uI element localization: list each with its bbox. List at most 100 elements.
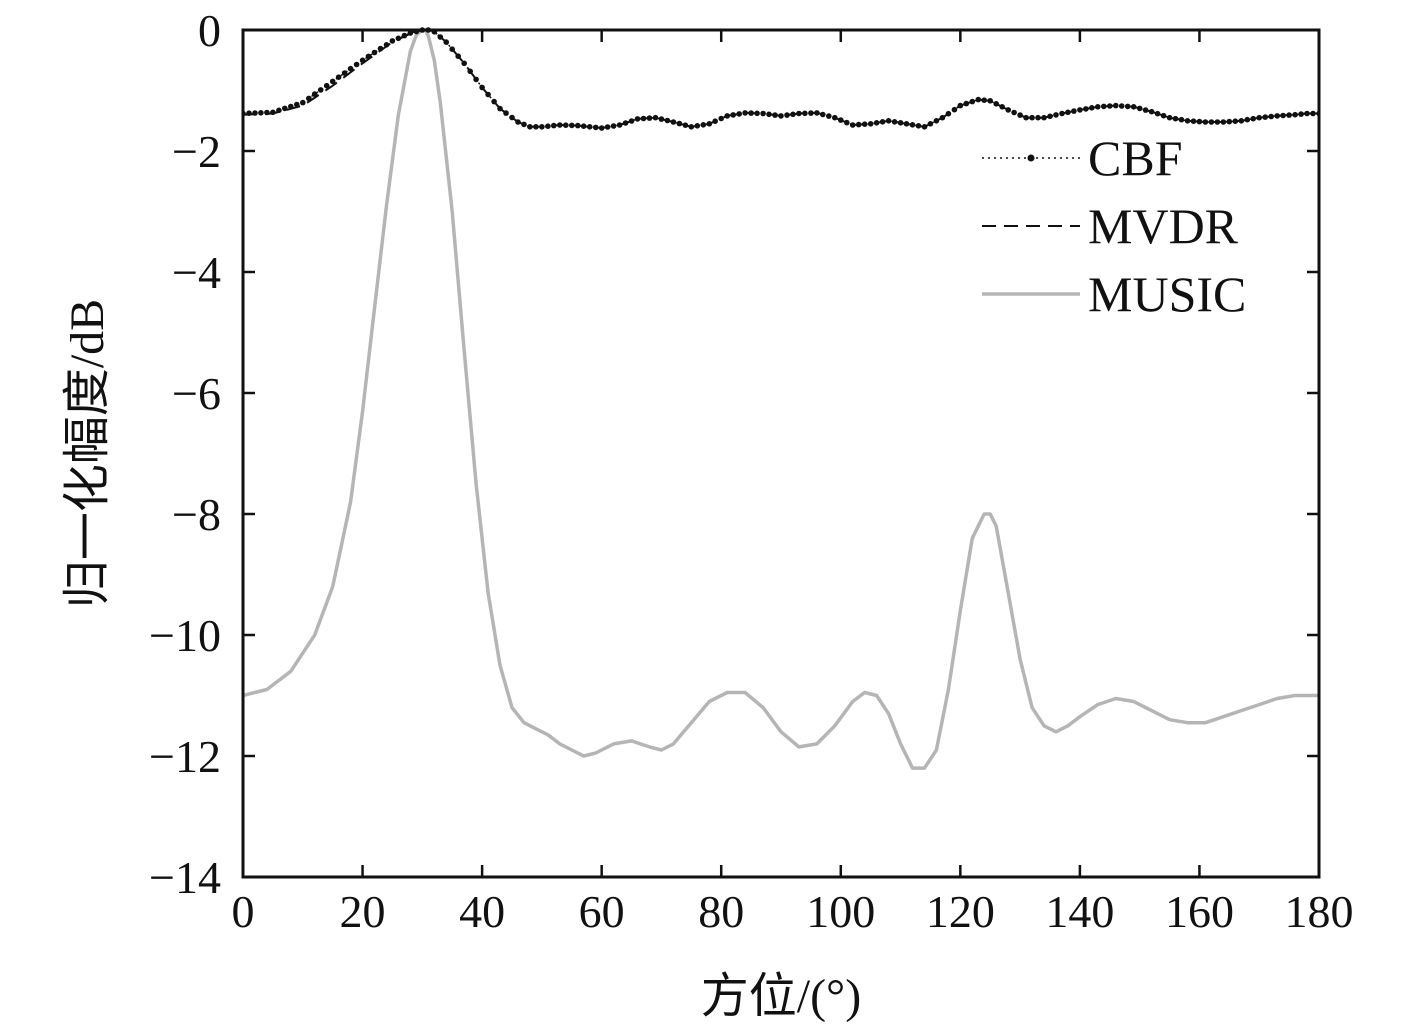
cbf-marker	[521, 121, 527, 128]
cbf-marker	[1136, 105, 1143, 112]
cbf-marker	[551, 122, 557, 129]
cbf-marker	[718, 115, 724, 122]
cbf-marker	[1035, 114, 1041, 121]
cbf-marker	[1011, 109, 1017, 116]
y-tick-label: −6	[172, 368, 221, 419]
cbf-marker	[300, 99, 306, 106]
cbf-marker	[873, 120, 880, 126]
cbf-marker	[1250, 115, 1256, 122]
cbf-marker	[1113, 102, 1119, 109]
plot-area-frame	[241, 28, 1321, 879]
cbf-marker	[969, 98, 976, 105]
y-axis-tick-labels: 0 −2 −4 −6 −8 −10 −12 −14	[149, 5, 221, 903]
cbf-marker	[479, 84, 485, 91]
cbf-marker	[329, 78, 336, 85]
cbf-marker	[1256, 114, 1262, 121]
cbf-marker	[580, 123, 587, 129]
cbf-marker	[1286, 112, 1292, 118]
cbf-marker	[634, 116, 641, 122]
cbf-marker	[1304, 110, 1310, 117]
cbf-marker	[730, 112, 736, 118]
cbf-marker	[1083, 106, 1089, 112]
cbf-marker	[993, 101, 999, 107]
cbf-marker	[282, 105, 288, 112]
cbf-marker	[1238, 118, 1245, 124]
cbf-marker	[1214, 119, 1221, 125]
x-tick-label: 140	[1045, 886, 1114, 937]
cbf-marker	[1071, 108, 1077, 114]
cbf-marker	[353, 61, 360, 68]
cbf-marker	[1310, 110, 1316, 117]
cbf-marker	[323, 82, 330, 89]
cbf-marker	[820, 111, 826, 118]
cbf-marker	[1262, 114, 1268, 120]
cbf-marker	[1089, 105, 1095, 111]
series-line-cbf	[243, 29, 1319, 129]
cbf-marker	[670, 119, 677, 125]
cbf-marker	[533, 124, 539, 130]
cbf-marker	[891, 119, 898, 125]
y-tick-label: 0	[198, 5, 221, 56]
cbf-marker	[1190, 118, 1197, 124]
x-tick-label: 20	[340, 886, 386, 937]
cbf-marker	[467, 68, 474, 75]
cbf-marker	[652, 114, 659, 121]
cbf-marker	[1005, 107, 1011, 113]
legend-label: MUSIC	[1088, 266, 1246, 322]
cbf-marker	[515, 119, 521, 125]
cbf-marker	[838, 117, 844, 123]
cbf-marker	[897, 120, 904, 126]
cbf-marker	[802, 110, 808, 117]
x-tick-label: 80	[698, 886, 744, 937]
y-tick-label: −8	[172, 489, 221, 540]
cbf-marker	[712, 118, 718, 124]
x-tick-label: 120	[926, 886, 995, 937]
y-tick-label: −2	[172, 126, 221, 177]
x-tick-label: 160	[1165, 886, 1234, 937]
cbf-marker	[646, 115, 653, 121]
cbf-marker	[598, 125, 605, 131]
cbf-marker	[485, 91, 491, 98]
cbf-marker	[604, 124, 611, 130]
cbf-marker	[736, 111, 742, 117]
cbf-marker	[1160, 112, 1167, 119]
cbf-marker	[258, 110, 264, 116]
cbf-marker	[1023, 114, 1029, 121]
x-tick-label: 60	[579, 886, 625, 937]
series-markers-cbf	[243, 27, 1319, 131]
legend-marker	[1027, 154, 1035, 162]
cbf-marker	[317, 87, 324, 93]
cbf-marker	[1154, 110, 1161, 117]
cbf-marker	[527, 124, 533, 130]
cbf-marker	[311, 91, 318, 97]
cbf-marker	[1041, 114, 1047, 121]
cbf-marker	[879, 119, 886, 125]
x-axis-title: 方位/(°)	[701, 970, 862, 1023]
cbf-marker	[1053, 112, 1059, 118]
cbf-marker	[407, 30, 414, 36]
cbf-marker	[640, 115, 647, 122]
cbf-marker	[754, 110, 760, 117]
cbf-marker	[790, 111, 796, 118]
cbf-marker	[1124, 103, 1131, 110]
legend-item-cbf: CBF	[982, 130, 1183, 186]
cbf-marker	[814, 110, 820, 116]
y-tick-label: −10	[149, 610, 221, 661]
cbf-marker	[945, 110, 952, 117]
cbf-marker	[664, 117, 671, 124]
cbf-marker	[622, 120, 629, 126]
cbf-marker	[1166, 114, 1173, 121]
cbf-marker	[473, 76, 479, 83]
cbf-marker	[586, 124, 593, 130]
cbf-marker	[1142, 107, 1149, 113]
cbf-marker	[592, 124, 599, 131]
cbf-marker	[826, 113, 832, 119]
cbf-marker	[772, 112, 778, 118]
x-tick-label: 180	[1285, 886, 1354, 937]
cbf-marker	[1101, 103, 1107, 110]
cbf-marker	[658, 116, 665, 122]
cbf-marker	[1208, 119, 1215, 125]
cbf-marker	[975, 96, 982, 103]
cbf-marker	[246, 110, 252, 116]
cbf-marker	[365, 53, 372, 60]
